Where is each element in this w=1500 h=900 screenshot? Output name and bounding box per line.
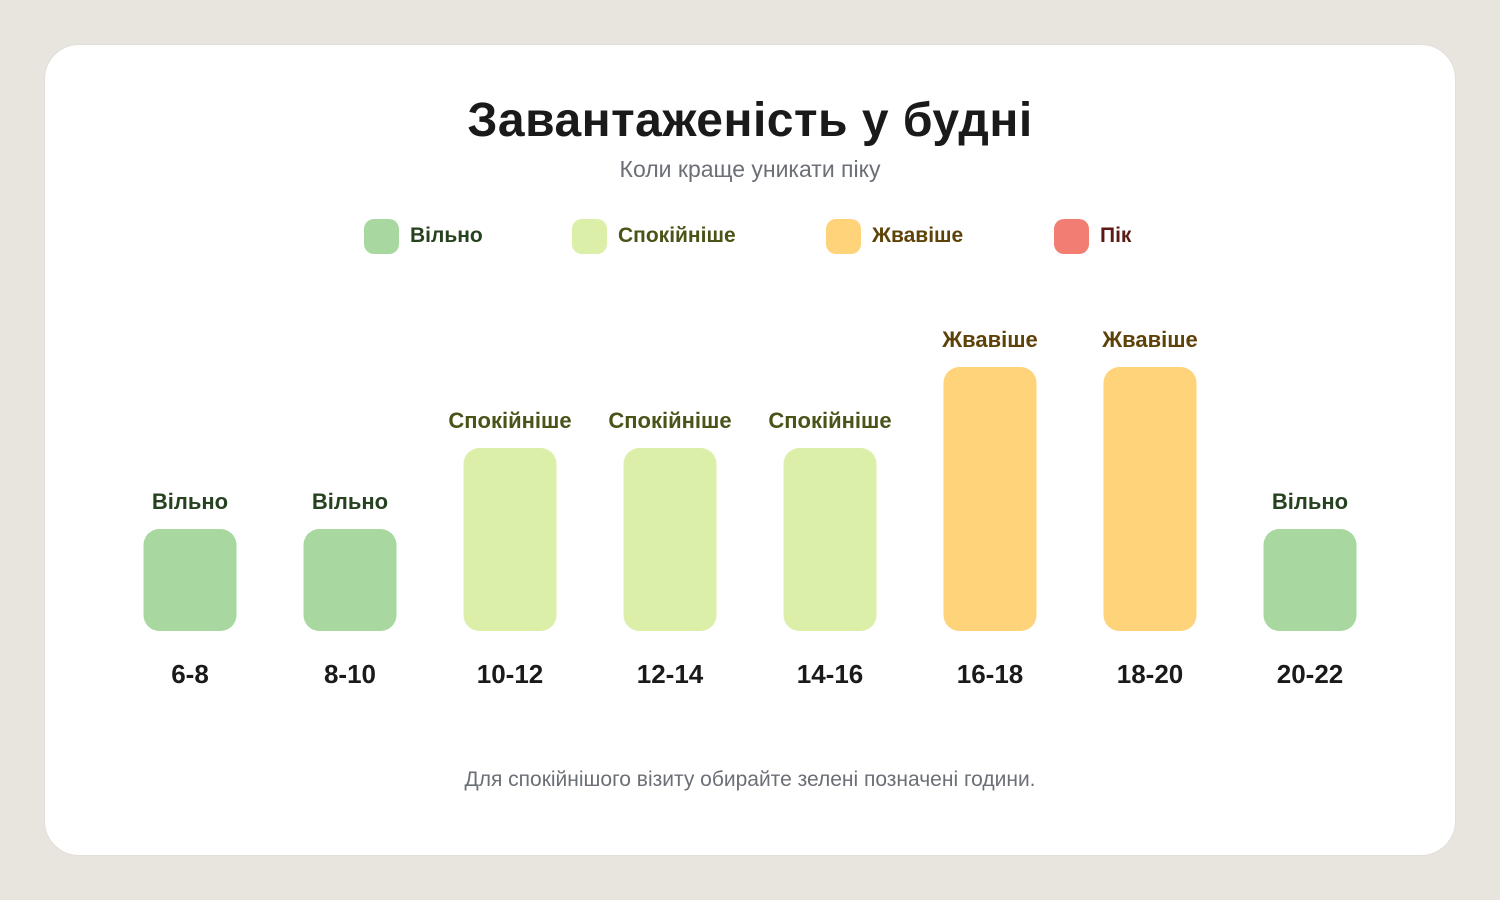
- x-tick-label: 16-18: [957, 659, 1024, 689]
- x-tick-label: 10-12: [477, 659, 544, 689]
- chart-footer-note: Для спокійнішого візиту обирайте зелені …: [464, 768, 1036, 791]
- bar-10-12: [463, 448, 557, 631]
- x-tick-label: 14-16: [797, 659, 864, 689]
- legend-swatch-calm: [572, 218, 607, 254]
- chart-card: Завантаженість у будні Коли краще уникат…: [45, 45, 1455, 855]
- legend-item-peak: Пік: [1054, 218, 1131, 254]
- bar-chart: Вільно 6-8 Вільно 8-10 Спокійніше 10-12 Спокій…: [143, 327, 1357, 689]
- x-tick-label: 20-22: [1277, 659, 1344, 689]
- x-tick-label: 18-20: [1117, 659, 1184, 689]
- bar-14-16: [783, 448, 877, 631]
- bar-16-18: [943, 367, 1037, 631]
- x-tick-label: 12-14: [637, 659, 704, 689]
- legend-swatch-busy: [826, 218, 861, 254]
- bar-20-22: [1263, 529, 1357, 631]
- bar-value-label: Спокійніше: [448, 408, 571, 433]
- bar-12-14: [623, 448, 717, 631]
- bar-8-10: [303, 529, 397, 631]
- bar-value-label: Жвавіше: [941, 327, 1038, 352]
- legend-label-busy: Жвавіше: [872, 224, 964, 247]
- chart-subtitle: Коли краще уникати піку: [619, 156, 881, 182]
- legend-label-calm: Спокійніше: [618, 224, 736, 247]
- bar-value-label: Вільно: [312, 489, 388, 514]
- bar-value-label: Вільно: [1272, 489, 1348, 514]
- bar-value-label: Спокійніше: [608, 408, 731, 433]
- legend-item-calm: Спокійніше: [572, 218, 736, 254]
- bar-6-8: [143, 529, 237, 631]
- legend-label-free: Вільно: [410, 224, 483, 247]
- legend-swatch-peak: [1054, 218, 1089, 254]
- legend-swatch-free: [364, 218, 399, 254]
- x-tick-label: 8-10: [324, 659, 376, 689]
- x-tick-label: 6-8: [171, 659, 209, 689]
- bar-value-label: Жвавіше: [1101, 327, 1198, 352]
- bar-value-label: Спокійніше: [768, 408, 891, 433]
- chart-title: Завантаженість у будні: [467, 94, 1033, 147]
- legend-item-free: Вільно: [364, 218, 483, 254]
- legend-label-peak: Пік: [1100, 224, 1132, 247]
- bar-18-20: [1103, 367, 1197, 631]
- legend-item-busy: Жвавіше: [826, 218, 963, 254]
- bar-value-label: Вільно: [152, 489, 228, 514]
